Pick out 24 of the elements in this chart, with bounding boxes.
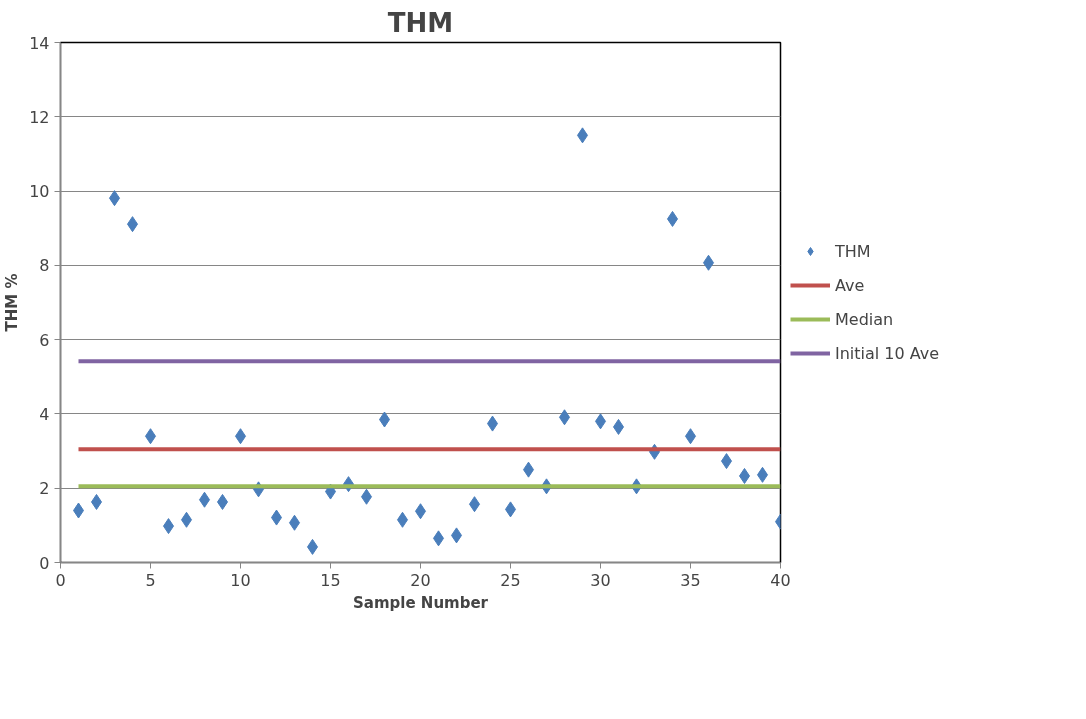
x-tick-label: 10 [230,570,251,590]
x-tick-label: 35 [680,570,701,590]
x-tick-label: 20 [410,570,431,590]
x-tick-label: 5 [145,570,156,590]
x-tick-label: 0 [55,570,66,590]
y-tick-label: 6 [39,330,50,350]
y-tick-label: 14 [29,33,50,53]
y-tick-label: 12 [29,107,50,127]
y-tick-label: 0 [39,553,50,573]
x-tick-label: 30 [590,570,611,590]
chart-title: THM [387,7,454,38]
legend-label: Ave [835,275,865,295]
x-axis-title: Sample Number [353,593,489,612]
y-tick-label: 2 [39,479,50,499]
x-tick-label: 40 [770,570,791,590]
y-tick-label: 4 [39,404,50,424]
legend-label: Initial 10 Ave [835,343,940,363]
y-tick-label: 8 [39,256,50,276]
legend-label: Median [835,309,894,329]
legend-label: THM [835,241,871,261]
y-axis-title: THM % [3,273,22,332]
y-tick-label: 10 [29,182,50,202]
x-tick-label: 15 [320,570,341,590]
x-tick-label: 25 [500,570,521,590]
